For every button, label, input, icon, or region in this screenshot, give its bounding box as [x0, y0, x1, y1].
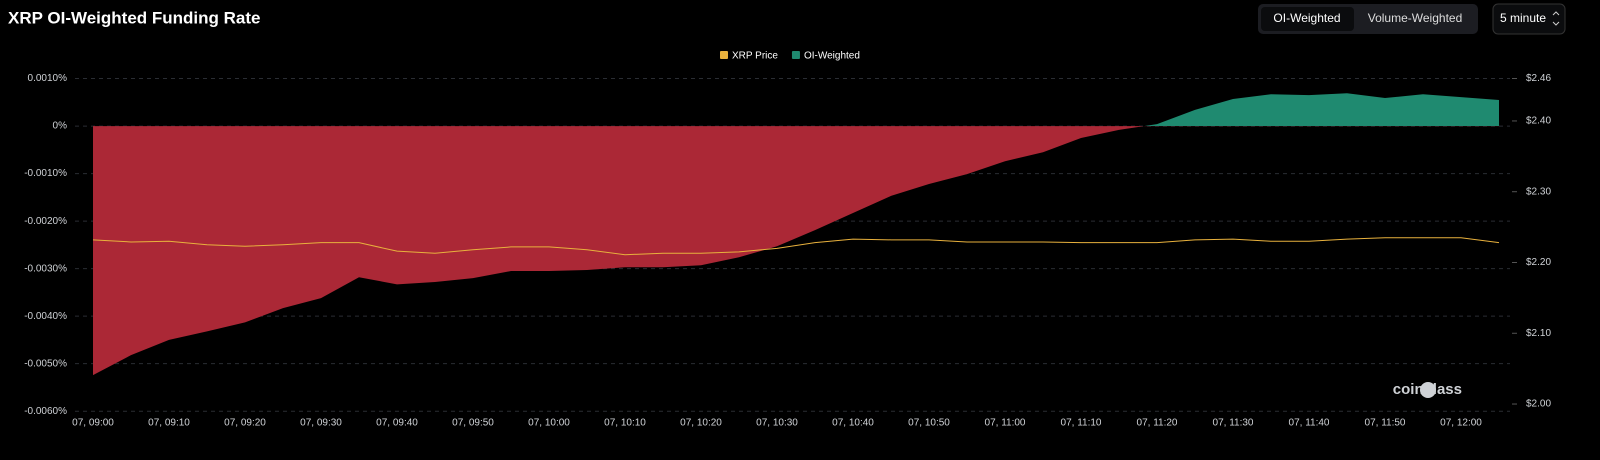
tab[interactable]: Volume-Weighted [1368, 11, 1463, 25]
price-line [92, 237, 1500, 256]
y-tick-label: -0.0060% [24, 406, 67, 417]
x-tick-label: 07, 11:50 [1365, 418, 1406, 429]
y-tick-label: -0.0010% [24, 168, 67, 179]
interval-select[interactable] [1492, 3, 1566, 35]
watermark-icon [1420, 382, 1436, 398]
y-tick-label: 0.0010% [28, 73, 68, 84]
legend-label: OI-Weighted [804, 51, 860, 62]
legend-label: XRP Price [732, 51, 778, 62]
x-tick-label: 07, 10:30 [756, 418, 798, 429]
y-tick-label: -0.0050% [24, 358, 67, 369]
x-tick-label: 07, 10:20 [680, 418, 722, 429]
funding-area [93, 93, 1499, 376]
x-tick-label: 07, 10:00 [528, 418, 570, 429]
x-tick-label: 07, 11:20 [1137, 418, 1178, 429]
x-tick-label: 07, 09:00 [72, 418, 114, 429]
x-tick-label: 07, 11:10 [1061, 418, 1102, 429]
x-tick-label: 07, 10:40 [832, 418, 874, 429]
select-chevron [1552, 11, 1560, 26]
y-tick-label: 0% [53, 121, 68, 132]
x-tick-label: 07, 09:20 [224, 418, 266, 429]
legend-swatch [791, 51, 800, 59]
x-tick-label: 07, 10:10 [604, 418, 646, 429]
chart-title: XRP OI-Weighted Funding Rate [8, 8, 261, 27]
x-tick-label: 07, 12:00 [1440, 418, 1482, 429]
y2-tick-label: $2.20 [1526, 257, 1551, 268]
legend-swatch [720, 51, 728, 59]
x-tick-label: 07, 10:50 [908, 418, 950, 429]
x-tick-label: 07, 09:30 [300, 418, 342, 429]
x-tick-label: 07, 09:40 [376, 418, 418, 429]
y-tick-label: -0.0030% [24, 263, 67, 274]
tab[interactable]: OI-Weighted [1273, 11, 1340, 25]
interval-label[interactable]: 5 minute [1500, 11, 1546, 25]
y2-tick-label: $2.30 [1526, 186, 1551, 197]
x-tick-label: 07, 11:30 [1213, 418, 1254, 429]
x-tick-label: 07, 11:00 [985, 418, 1026, 429]
tab-active-bg [1261, 7, 1354, 31]
x-tick-label: 07, 09:50 [452, 418, 494, 429]
y-tick-label: -0.0040% [24, 311, 67, 322]
x-tick-label: 07, 11:40 [1289, 418, 1330, 429]
y2-tick-label: $2.46 [1526, 73, 1551, 84]
y2-tick-label: $2.40 [1526, 116, 1551, 127]
y-tick-label: -0.0020% [24, 216, 67, 227]
y2-tick-label: $2.10 [1526, 328, 1551, 339]
y2-tick-label: $2.00 [1526, 399, 1551, 410]
x-tick-label: 07, 09:10 [148, 418, 190, 429]
